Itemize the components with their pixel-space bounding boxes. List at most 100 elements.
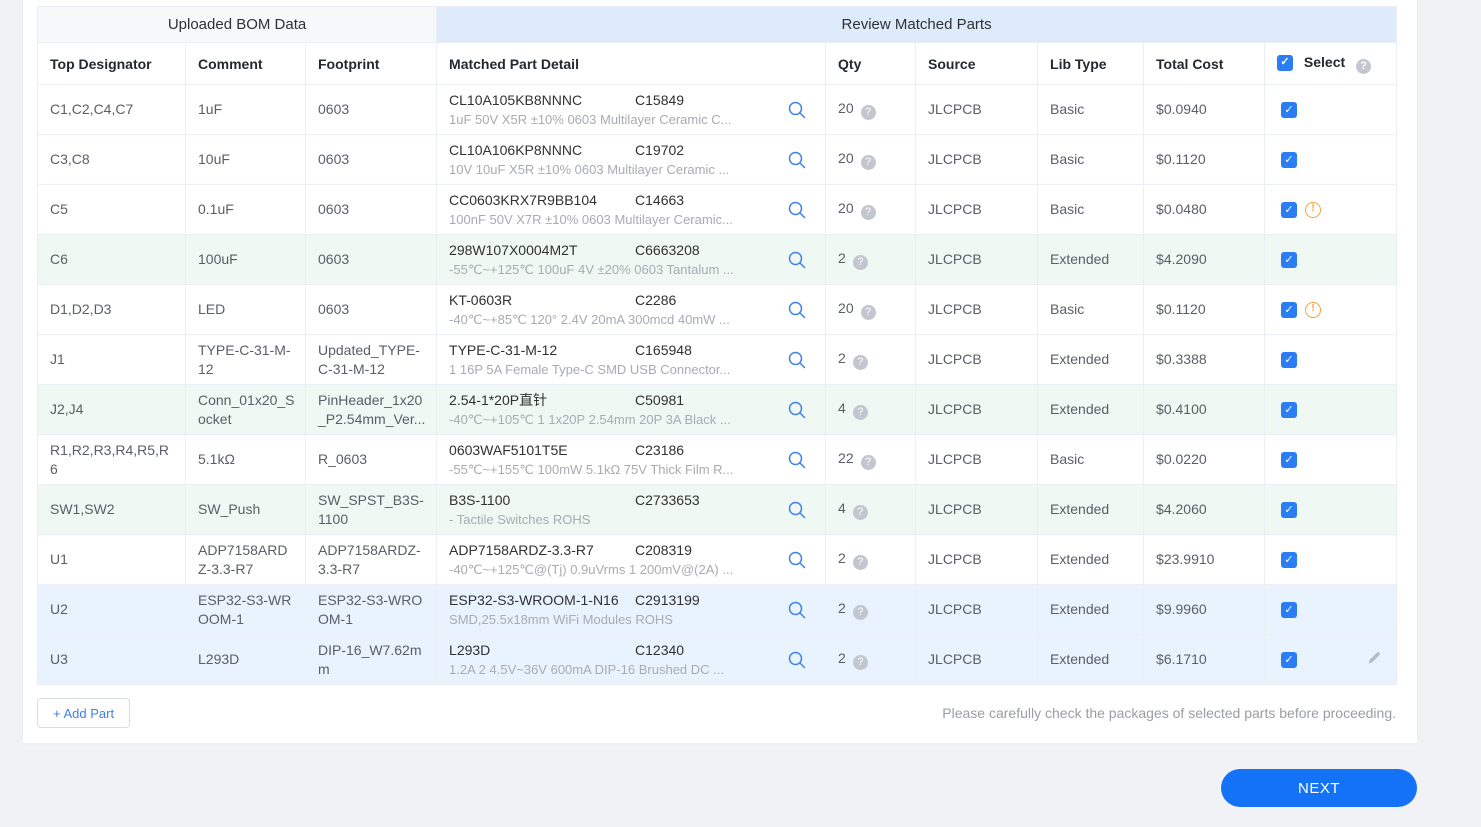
cell-footprint: 0603 [304,134,438,185]
search-icon[interactable] [787,250,807,270]
check-icon: ✓ [1284,153,1294,166]
search-icon[interactable] [787,600,807,620]
column-header-footprint: Footprint [304,42,438,85]
row-select-checkbox[interactable]: ✓ [1281,502,1298,519]
qty-help-icon[interactable]: ? [860,205,876,220]
qty-help-icon[interactable]: ? [852,605,868,620]
row-select-checkbox[interactable]: ✓ [1281,152,1298,169]
search-icon[interactable] [787,550,807,570]
part-description: 1 16P 5A Female Type-C SMD USB Connector… [449,362,731,377]
cell-qty: 22? [825,434,917,485]
cell-lib-type: Extended [1037,634,1145,685]
part-number: CL10A105KB8NNNC [449,92,583,108]
warning-icon[interactable]: ! [1305,302,1322,319]
add-part-button[interactable]: + Add Part [37,698,131,728]
qty-value: 4 [838,500,846,516]
column-header-select: ✓ Select ? [1264,42,1398,85]
part-code: C208319 [635,542,692,558]
part-number: 298W107X0004M2T [449,242,578,258]
part-code: C6663208 [635,242,700,258]
edit-pencil-icon[interactable] [1367,650,1382,670]
table-row: C5 0.1uF 0603 CC0603KRX7R9BB104 C14663 100nF … [37,184,1398,235]
search-icon[interactable] [787,500,807,520]
cell-source: JLCPCB [915,534,1039,585]
search-icon[interactable] [787,400,807,420]
qty-help-icon[interactable]: ? [860,305,876,320]
warning-icon[interactable]: ! [1305,202,1322,219]
search-icon[interactable] [787,150,807,170]
part-code: C165948 [635,342,692,358]
row-select-checkbox[interactable]: ✓ [1281,402,1298,419]
qty-help-icon[interactable]: ? [852,655,868,670]
search-icon[interactable] [787,200,807,220]
row-select-checkbox[interactable]: ✓ [1281,202,1298,219]
select-all-checkbox[interactable]: ✓ [1277,54,1294,71]
next-button[interactable]: NEXT [1221,769,1417,807]
cell-total-cost: $9.9960 [1143,584,1266,635]
cell-select: ✓ [1264,534,1398,585]
table-row: J1 TYPE-C-31-M-12 Updated_TYPE-C-31-M-12 TY… [37,334,1398,385]
row-select-checkbox[interactable]: ✓ [1281,652,1298,669]
qty-help-icon[interactable]: ? [860,155,876,170]
qty-help-icon[interactable]: ? [852,405,868,420]
qty-value: 20 [838,150,854,166]
cell-qty: 4? [825,484,917,535]
cell-total-cost: $0.4100 [1143,384,1266,435]
qty-help-icon[interactable]: ? [852,355,868,370]
cell-top-designator: C6 [37,234,186,285]
cell-qty: 20? [825,184,917,235]
part-description: 1.2A 2 4.5V~36V 600mA DIP-16 Brushed DC … [449,662,724,677]
row-select-checkbox[interactable]: ✓ [1281,352,1298,369]
cell-lib-type: Extended [1037,334,1145,385]
select-help-icon[interactable]: ? [1356,58,1372,74]
cell-source: JLCPCB [915,134,1039,185]
search-icon[interactable] [787,450,807,470]
qty-help-icon[interactable]: ? [860,105,876,120]
cell-matched-part-detail: CL10A105KB8NNNC C15849 1uF 50V X5R ±10% 06… [436,84,827,135]
cell-source: JLCPCB [915,434,1039,485]
row-select-checkbox[interactable]: ✓ [1281,552,1298,569]
part-code: C2286 [635,292,677,308]
row-select-checkbox[interactable]: ✓ [1281,302,1298,319]
qty-help-icon[interactable]: ? [852,555,868,570]
qty-help-icon[interactable]: ? [852,255,868,270]
part-number: ESP32-S3-WROOM-1-N16 [449,592,619,608]
check-icon: ✓ [1284,203,1294,216]
row-select-checkbox[interactable]: ✓ [1281,602,1298,619]
part-code: C2913199 [635,592,700,608]
cell-footprint: R_0603 [304,434,438,485]
table-row: C1,C2,C4,C7 1uF 0603 CL10A105KB8NNNC C15849 1… [37,84,1398,135]
column-header-total-cost: Total Cost [1143,42,1266,85]
column-header-qty: Qty [825,42,917,85]
cell-matched-part-detail: B3S-1100 C2733653 - Tactile Switches ROHS [436,484,827,535]
cell-footprint: 0603 [304,284,438,335]
table-footer: + Add Part Please carefully check the pa… [37,685,1396,743]
cell-lib-type: Extended [1037,584,1145,635]
part-description: -40℃~+85℃ 120° 2.4V 20mA 300mcd 40mW ... [449,312,730,327]
row-select-checkbox[interactable]: ✓ [1281,452,1298,469]
cell-matched-part-detail: CL10A106KP8NNNC C19702 10V 10uF X5R ±10% 0… [436,134,827,185]
column-header-lib-type: Lib Type [1037,42,1145,85]
cell-top-designator: U3 [37,634,186,685]
qty-help-icon[interactable]: ? [860,455,876,470]
check-icon: ✓ [1284,353,1294,366]
qty-value: 2 [838,350,846,366]
part-code: C2733653 [635,492,700,508]
search-icon[interactable] [787,100,807,120]
cell-source: JLCPCB [915,184,1039,235]
footer-note: Please carefully check the packages of s… [942,705,1396,721]
cell-qty: 2? [825,334,917,385]
check-icon: ✓ [1284,103,1294,116]
cell-total-cost: $0.1120 [1143,284,1266,335]
table-row: SW1,SW2 SW_Push SW_SPST_B3S-1100 B3S-1100 C2… [37,484,1398,535]
search-icon[interactable] [787,300,807,320]
row-select-checkbox[interactable]: ✓ [1281,102,1298,119]
cell-lib-type: Basic [1037,134,1145,185]
search-icon[interactable] [787,650,807,670]
qty-help-icon[interactable]: ? [852,505,868,520]
row-select-checkbox[interactable]: ✓ [1281,252,1298,269]
part-code: C14663 [635,192,685,208]
part-code: C50981 [635,392,685,408]
cell-comment: 10uF [185,134,306,185]
search-icon[interactable] [787,350,807,370]
